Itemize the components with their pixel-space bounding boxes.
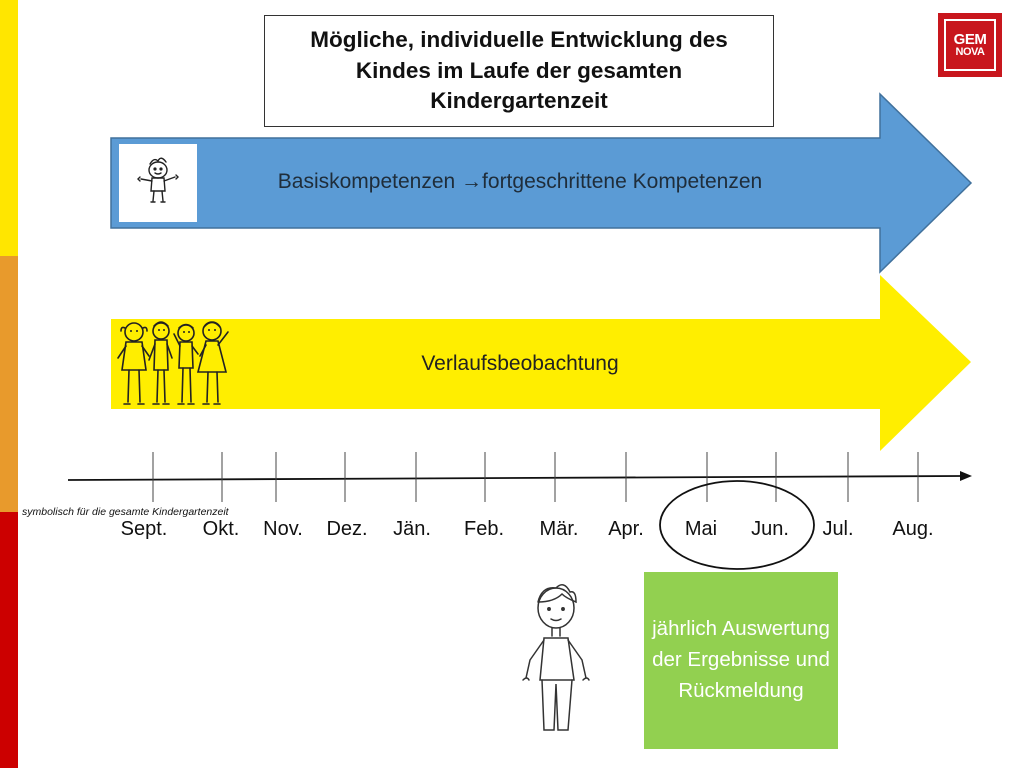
blue-arrow-label: Basiskompetenzen →fortgeschrittene Kompe… xyxy=(277,170,763,193)
month-label: Aug. xyxy=(892,518,934,540)
timeline-caption: symbolisch für die gesamte Kindergartenz… xyxy=(22,506,229,518)
month-label: Okt. xyxy=(202,518,240,540)
logo-text-line1: GEM xyxy=(953,30,987,48)
month-label: Apr. xyxy=(608,518,644,540)
month-label: Nov. xyxy=(263,518,303,540)
boy-figure-image xyxy=(516,584,606,745)
month-label: Mai xyxy=(684,518,718,540)
side-bar-red xyxy=(0,512,18,768)
side-bar-yellow xyxy=(0,0,18,256)
blue-arrow xyxy=(110,92,973,274)
boy-doodle-image xyxy=(137,157,179,203)
boy-doodle-card xyxy=(119,144,197,222)
month-label: Feb. xyxy=(463,518,505,540)
page-title: Mögliche, individuelle Entwicklung des K… xyxy=(310,26,728,114)
gemnova-logo: GEM NOVA xyxy=(938,13,1002,77)
yellow-arrow-label: Verlaufsbeobachtung xyxy=(421,352,619,375)
side-bar-orange xyxy=(0,256,18,512)
kids-doodle-image xyxy=(114,318,238,415)
result-box: jährlich Auswertung der Ergebnisse und R… xyxy=(644,572,838,749)
yellow-arrow xyxy=(111,275,971,451)
month-label: Jun. xyxy=(751,518,789,540)
highlight-ellipse xyxy=(659,480,815,570)
month-label: Mär. xyxy=(539,518,579,540)
month-label: Dez. xyxy=(326,518,368,540)
month-label: Sept. xyxy=(120,518,168,540)
month-label: Jul. xyxy=(822,518,854,540)
result-box-text: jährlich Auswertung der Ergebnisse und R… xyxy=(652,617,830,702)
logo-text-line2: NOVA xyxy=(955,45,985,58)
title-box: Mögliche, individuelle Entwicklung des K… xyxy=(264,15,774,127)
month-label: Jän. xyxy=(393,518,431,540)
